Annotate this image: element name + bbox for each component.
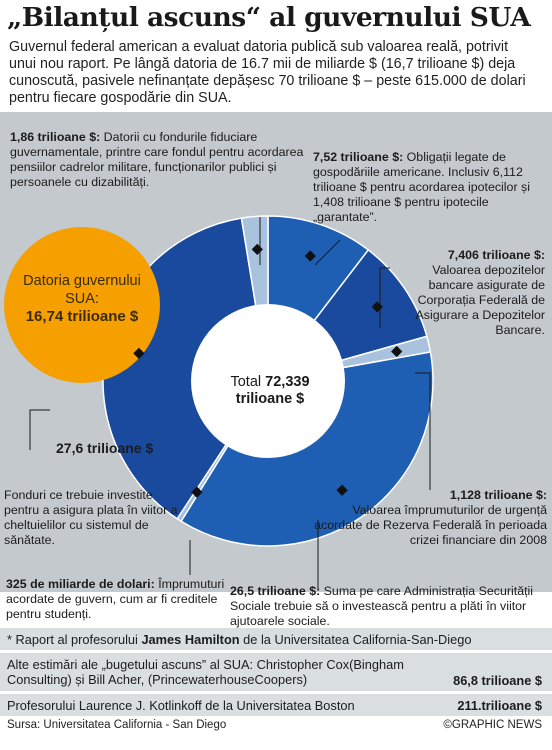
annotation-value: 27,6 trilioane $ — [56, 440, 154, 456]
debt-bubble — [4, 227, 160, 383]
slice-marker — [133, 347, 145, 360]
annotation-household: 7,52 trilioane $: Obligații legate de go… — [313, 150, 543, 225]
credit-note: ©GRAPHIC NEWS — [443, 719, 542, 731]
footer-author: James Hamilton — [141, 632, 240, 647]
slice-marker — [391, 345, 403, 358]
page-title: „Bilanțul ascuns“ al guvernului SUA — [7, 2, 531, 33]
annotation-value: 7,406 trilioane $: — [447, 248, 545, 262]
debt-value: 16,74 trilioane $ — [25, 308, 139, 325]
annotation-value: 7,52 trilioane $: — [313, 150, 404, 164]
annotation-text: Valoarea depozitelor bancare asigurate d… — [415, 263, 545, 337]
slice-marker — [251, 243, 263, 256]
source-note: Sursa: Universitatea California - San Di… — [7, 719, 227, 731]
debt-label: Datoria guvernului SUA: 16,74 trilioane … — [12, 272, 152, 326]
annotation-social-security: 26,5 trilioane $: Suma pe care Administr… — [230, 584, 546, 629]
annotation-text: Datorii cu fondurile fiduciare guvername… — [10, 130, 304, 189]
footer-row-text: Profesorului Laurence J. Kotlinkoff de l… — [7, 698, 355, 713]
slice-marker — [336, 484, 348, 496]
annotation-text: Obligații legate de gospodăriile america… — [313, 150, 530, 224]
footer-prefix: * Raport al profesorului — [7, 632, 142, 647]
footer-row-text: * Raport al profesorului James Hamilton … — [7, 632, 471, 647]
footer-row-other-estimates: Alte estimări ale „bugetului ascuns” al … — [0, 653, 552, 691]
debt-title: Datoria guvernului SUA: — [23, 273, 141, 307]
donut-slice — [180, 351, 434, 547]
leader-household — [314, 239, 341, 266]
annotation-health-value: 27,6 trilioane $ — [56, 440, 166, 457]
annotation-text: Fonduri ce trebuie investite pentru a as… — [4, 488, 178, 547]
annotation-value: 1,128 trilioane $: — [449, 488, 547, 502]
footer-row-value: 86,8 trilioane $ — [453, 673, 542, 688]
footer-row-hamilton: * Raport al profesorului James Hamilton … — [0, 628, 552, 650]
footer-row-value: 211.trilioane $ — [457, 698, 542, 713]
annotation-value: 1,86 trilioane $: — [10, 130, 101, 144]
leader-health — [29, 409, 50, 450]
total-unit: trilioane $ — [235, 391, 305, 407]
footer-row-kotlikoff: Profesorului Laurence J. Kotlinkoff de l… — [0, 694, 552, 716]
annotation-fed: 1,128 trilioane $: Valoarea împrumuturil… — [302, 488, 547, 548]
annotation-fdic: 7,406 trilioane $: Valoarea depozitelor … — [395, 248, 545, 338]
footer-suffix: de la Universitatea California-San-Diego — [239, 632, 472, 647]
annotation-trust-funds: 1,86 trilioane $: Datorii cu fondurile f… — [10, 130, 305, 190]
annotation-text: Valoarea împrumuturilor de urgență acord… — [314, 503, 547, 547]
donut-chart — [4, 215, 434, 590]
annotation-health: Fonduri ce trebuie investite pentru a as… — [4, 488, 189, 548]
slice-marker — [191, 486, 203, 498]
donut-hole — [191, 304, 345, 458]
slice-marker — [371, 301, 383, 313]
total-prefix: Total — [230, 374, 262, 390]
leader-fed — [415, 372, 431, 490]
total-value: 72,339 — [265, 374, 310, 390]
annotation-text: Suma pe care Administrația Securității S… — [230, 584, 534, 628]
annotation-text: Împrumuturi acordate de guvern, cum ar f… — [6, 577, 225, 621]
footer-row-text: Alte estimări ale „bugetului ascuns” al … — [7, 657, 404, 687]
total-label: Total 72,339 trilioane $ — [205, 374, 335, 408]
annotation-value: 26,5 trilioane $: — [230, 584, 321, 598]
annotation-loans: 325 de miliarde de dolari: Împrumuturi a… — [6, 577, 246, 622]
annotation-value: 325 de miliarde de dolari: — [6, 577, 155, 591]
slice-marker — [304, 250, 316, 262]
intro-text: Guvernul federal american a evaluat dato… — [9, 39, 526, 106]
